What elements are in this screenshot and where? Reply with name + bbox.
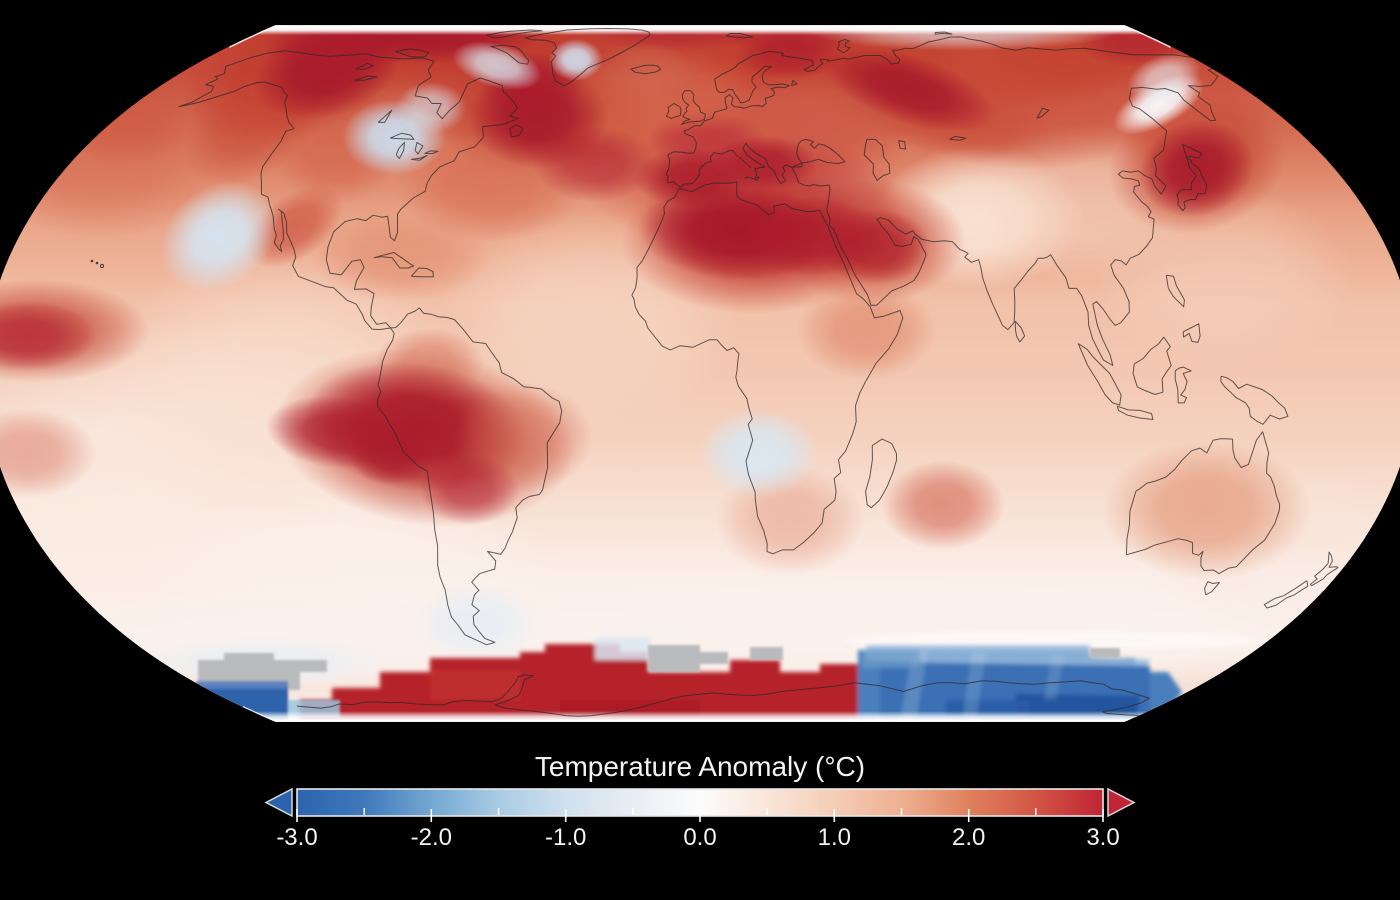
svg-text:-2.0: -2.0 [411, 824, 452, 851]
svg-text:Temperature Anomaly (°C): Temperature Anomaly (°C) [535, 751, 865, 782]
svg-text:2.0: 2.0 [952, 824, 985, 851]
svg-text:1.0: 1.0 [818, 824, 851, 851]
svg-text:3.0: 3.0 [1086, 824, 1119, 851]
svg-text:0.0: 0.0 [683, 824, 716, 851]
svg-text:-3.0: -3.0 [276, 824, 317, 851]
svg-text:-1.0: -1.0 [545, 824, 586, 851]
